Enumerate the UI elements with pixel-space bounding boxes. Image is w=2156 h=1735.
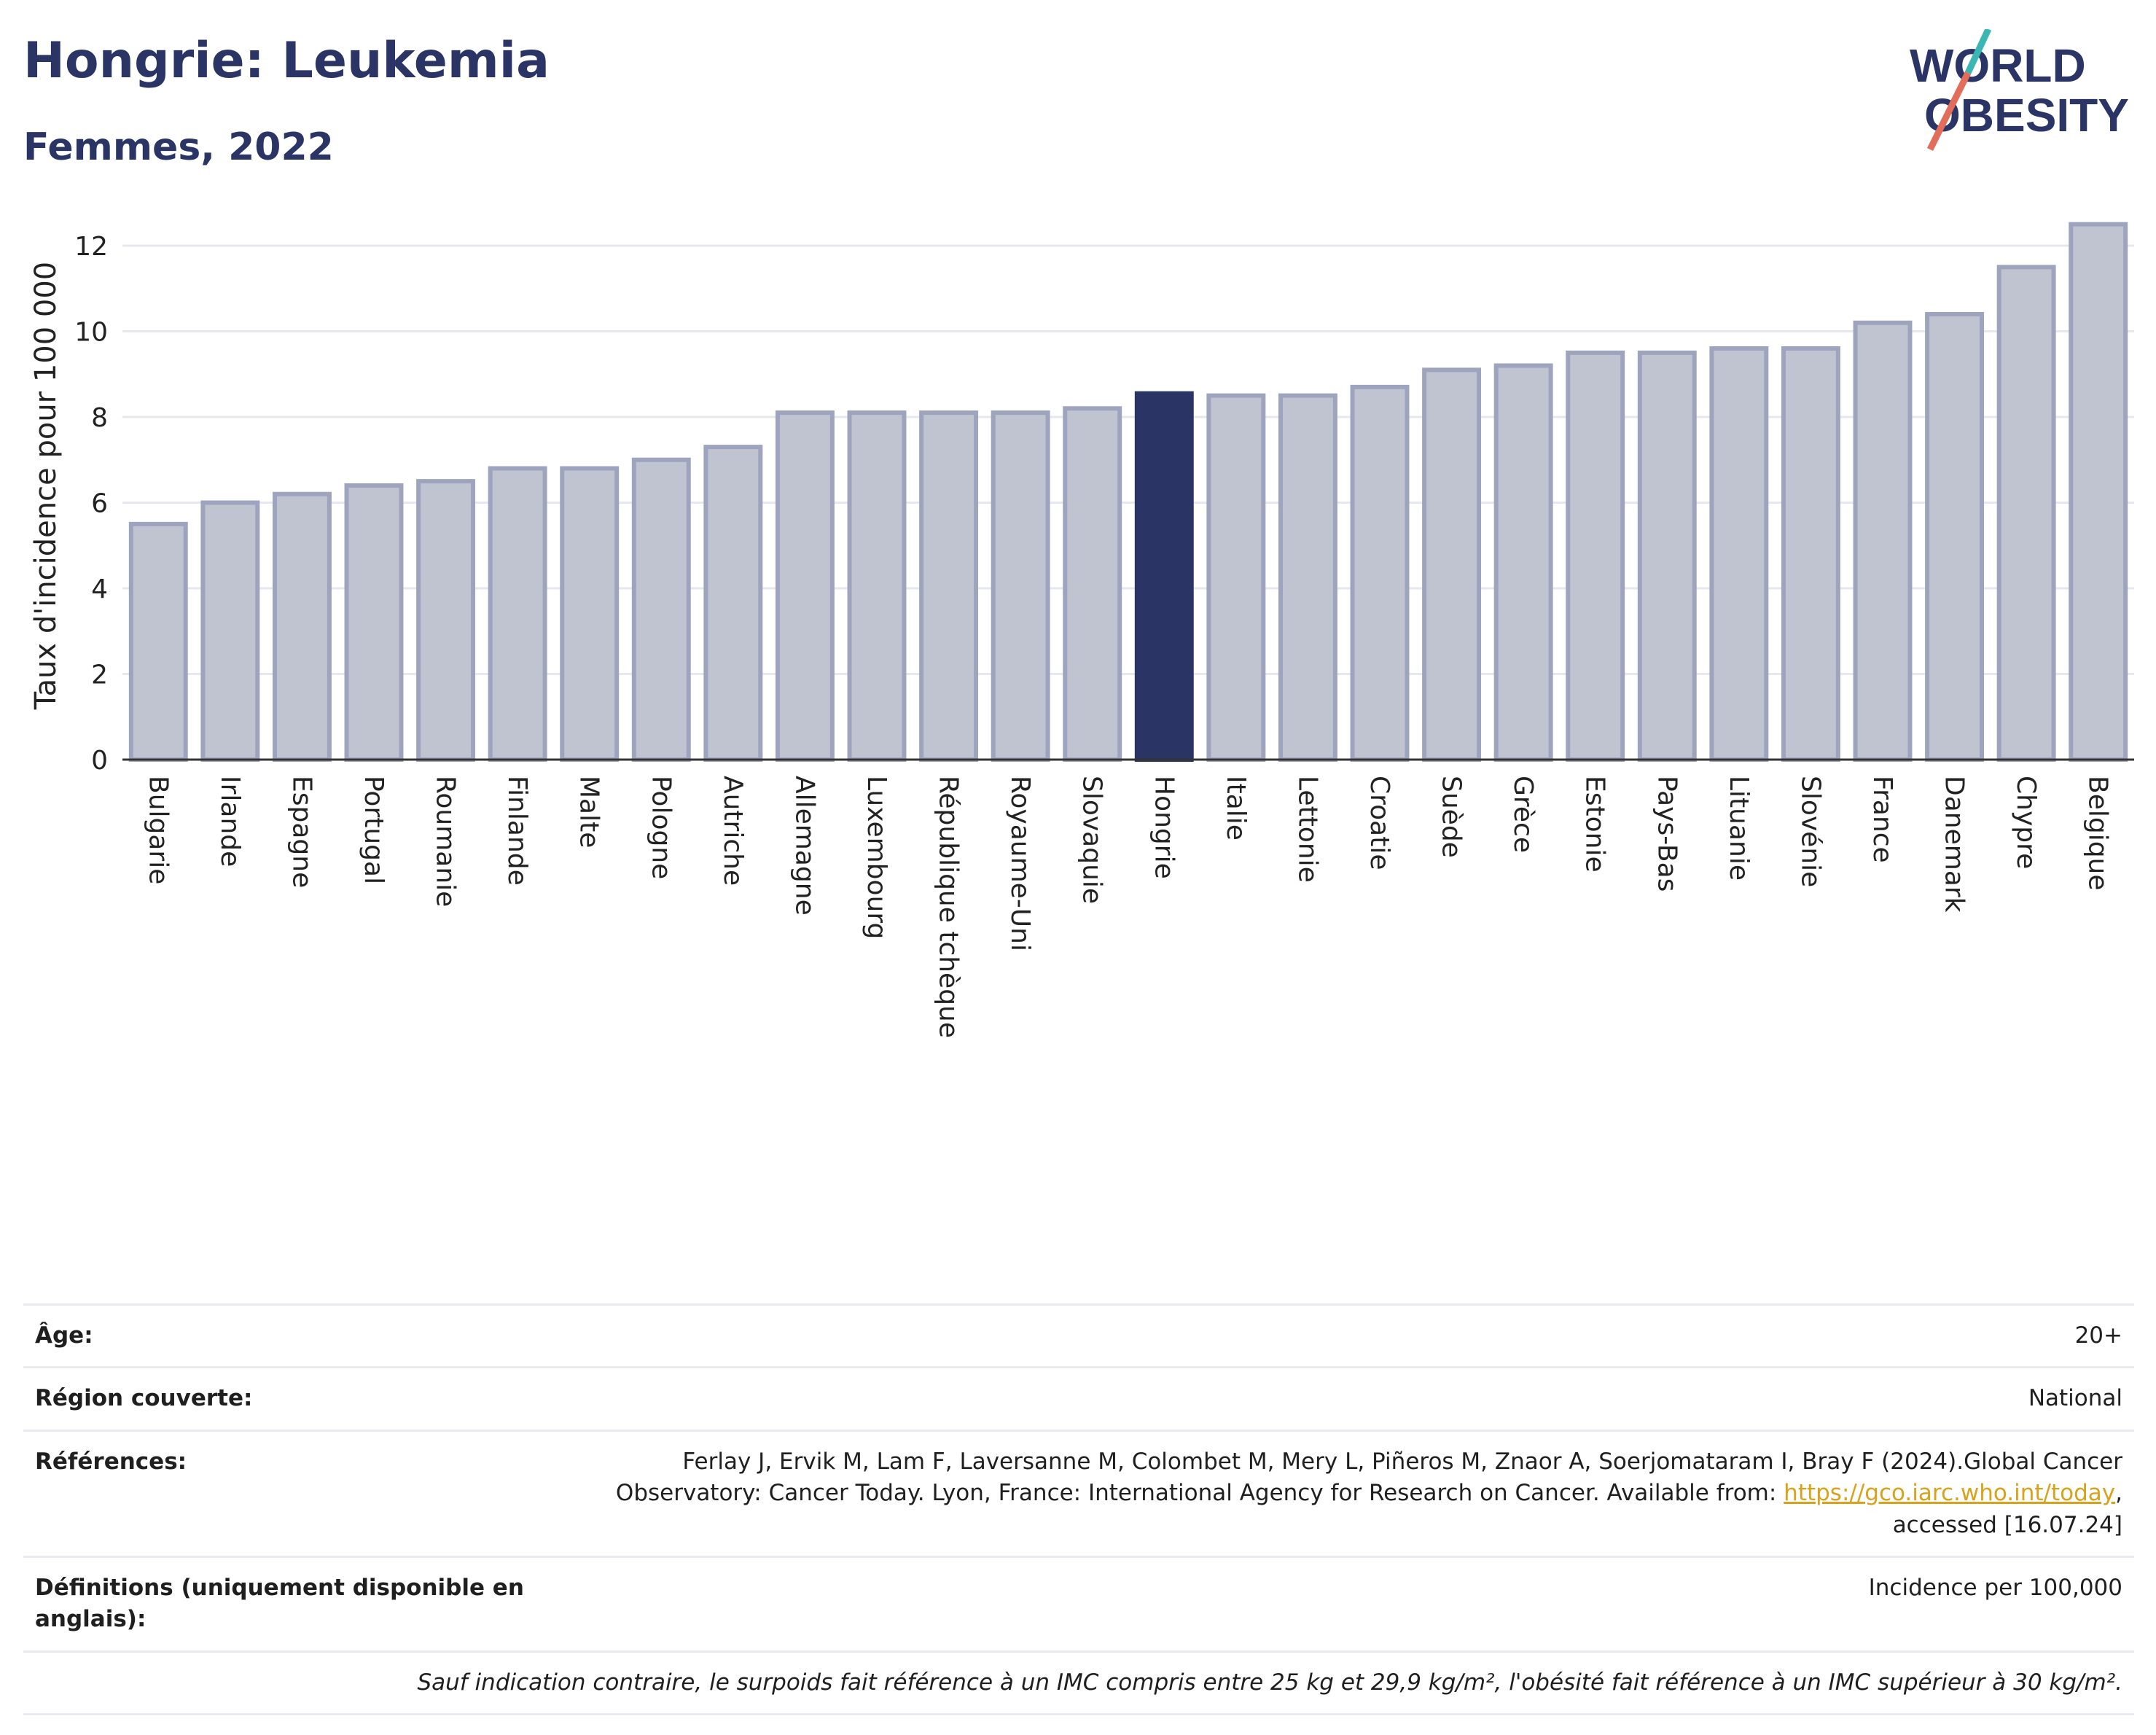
bar-chart: 0 2 4 6 8 10 12 Taux d'incidence pour 100 000 Bu… <box>29 222 2134 1038</box>
x-tick-label: Espagne <box>286 776 316 888</box>
age-label: Âge: <box>23 1303 542 1368</box>
metadata-table: Âge: 20+ Région couverte: National Référ… <box>23 1303 2134 1716</box>
bar-21 <box>1637 350 1697 762</box>
logo-slash-coral <box>1926 71 1972 151</box>
bar-8 <box>703 445 763 762</box>
bar-9 <box>775 410 835 762</box>
y-tick-label: 12 <box>74 232 108 262</box>
x-tick-label: Slovénie <box>1795 776 1825 887</box>
x-tick-label: Lettonie <box>1292 776 1322 883</box>
x-tick-label: Croatie <box>1364 776 1394 870</box>
x-tick-label: Allemagne <box>789 776 819 916</box>
bar-2 <box>272 491 332 762</box>
bar-5 <box>488 466 547 762</box>
bar-4 <box>416 479 476 762</box>
meta-row-region: Région couverte: National <box>23 1366 2134 1431</box>
x-tick-label: Malte <box>574 776 604 848</box>
y-tick-label: 4 <box>91 574 108 604</box>
definitions-value: Incidence per 100,000 <box>542 1555 2134 1652</box>
y-tick-label: 2 <box>91 660 108 690</box>
x-tick-label: Portugal <box>359 776 388 884</box>
bar-10 <box>847 410 907 762</box>
bar-13 <box>1063 406 1122 762</box>
x-tick-label: Suède <box>1437 776 1466 858</box>
x-tick-label: Danemark <box>1940 776 1969 913</box>
bar-18 <box>1422 367 1482 762</box>
x-tick-label: Pologne <box>646 776 676 879</box>
bar-11 <box>919 410 979 762</box>
x-tick-label: Hongrie <box>1149 776 1179 879</box>
bar-12 <box>991 410 1050 762</box>
meta-row-references: Références: Ferlay J, Ervik M, Lam F, La… <box>23 1429 2134 1557</box>
x-tick-label: Finlande <box>502 776 532 886</box>
x-tick-label: République tchèque <box>934 776 964 1038</box>
x-tick-label: Luxembourg <box>862 776 891 939</box>
x-tick-label: Pays-Bas <box>1652 776 1682 892</box>
bar-6 <box>560 466 620 762</box>
bar-7 <box>631 457 691 762</box>
references-value: Ferlay J, Ervik M, Lam F, Laversanne M, … <box>542 1429 2134 1557</box>
age-value: 20+ <box>542 1303 2134 1368</box>
bar-25 <box>1925 312 1985 762</box>
logo-slash-teal <box>1964 29 1992 74</box>
y-axis-title: Taux d'incidence pour 100 000 <box>29 262 63 710</box>
x-tick-label: Grèce <box>1508 776 1538 853</box>
bar-0 <box>128 521 188 762</box>
x-tick-label: Irlande <box>215 776 245 867</box>
x-tick-label: Royaume-Uni <box>1005 776 1035 951</box>
x-tick-label: Chypre <box>2011 776 2041 869</box>
bar-17 <box>1350 384 1410 762</box>
bar-22 <box>1709 346 1769 762</box>
y-tick-label: 10 <box>74 318 108 348</box>
x-tick-label: Autriche <box>718 776 748 886</box>
x-tick-label: Italie <box>1221 776 1251 841</box>
region-label: Région couverte: <box>23 1366 542 1431</box>
x-tick-label: Lituanie <box>1724 776 1754 881</box>
y-tick-label: 8 <box>91 403 108 433</box>
footnote: Sauf indication contraire, le surpoids f… <box>23 1650 2134 1716</box>
logo-text-world: WORLD <box>1910 39 2086 92</box>
bar-20 <box>1566 350 1625 762</box>
meta-row-note: Sauf indication contraire, le surpoids f… <box>23 1650 2134 1716</box>
definitions-label: Définitions (uniquement disponible en an… <box>23 1555 542 1652</box>
region-value: National <box>542 1366 2134 1431</box>
bar-1 <box>200 500 260 762</box>
bar-23 <box>1781 346 1840 762</box>
page-subtitle: Femmes, 2022 <box>23 125 334 169</box>
x-tick-label: Roumanie <box>431 776 461 907</box>
x-tick-label: Bulgarie <box>143 776 173 884</box>
x-tick-label: Slovaquie <box>1077 776 1107 904</box>
world-obesity-logo: WORLD OBESITY <box>1910 29 2129 151</box>
meta-row-age: Âge: 20+ <box>23 1303 2134 1368</box>
bar-27 <box>2069 222 2128 762</box>
references-text: Ferlay J, Ervik M, Lam F, Laversanne M, … <box>615 1448 2122 1507</box>
references-tail: , accessed [16.07.24] <box>1892 1480 2122 1538</box>
bar-16 <box>1278 393 1337 762</box>
y-tick-label: 0 <box>91 746 108 776</box>
references-label: Références: <box>23 1429 542 1557</box>
references-link[interactable]: https://gco.iarc.who.int/today <box>1784 1480 2116 1507</box>
y-tick-label: 6 <box>91 489 108 519</box>
page-title: Hongrie: Leukemia <box>23 32 550 90</box>
bar-26 <box>1996 265 2056 762</box>
bar-24 <box>1853 320 1913 762</box>
bar-19 <box>1493 363 1553 762</box>
x-tick-label: Estonie <box>1580 776 1610 873</box>
bar-3 <box>344 483 404 762</box>
x-tick-label: France <box>1867 776 1897 863</box>
x-tick-label: Belgique <box>2083 776 2113 891</box>
bar-14 <box>1134 391 1194 762</box>
meta-row-definitions: Définitions (uniquement disponible en an… <box>23 1555 2134 1652</box>
bar-15 <box>1206 393 1266 762</box>
